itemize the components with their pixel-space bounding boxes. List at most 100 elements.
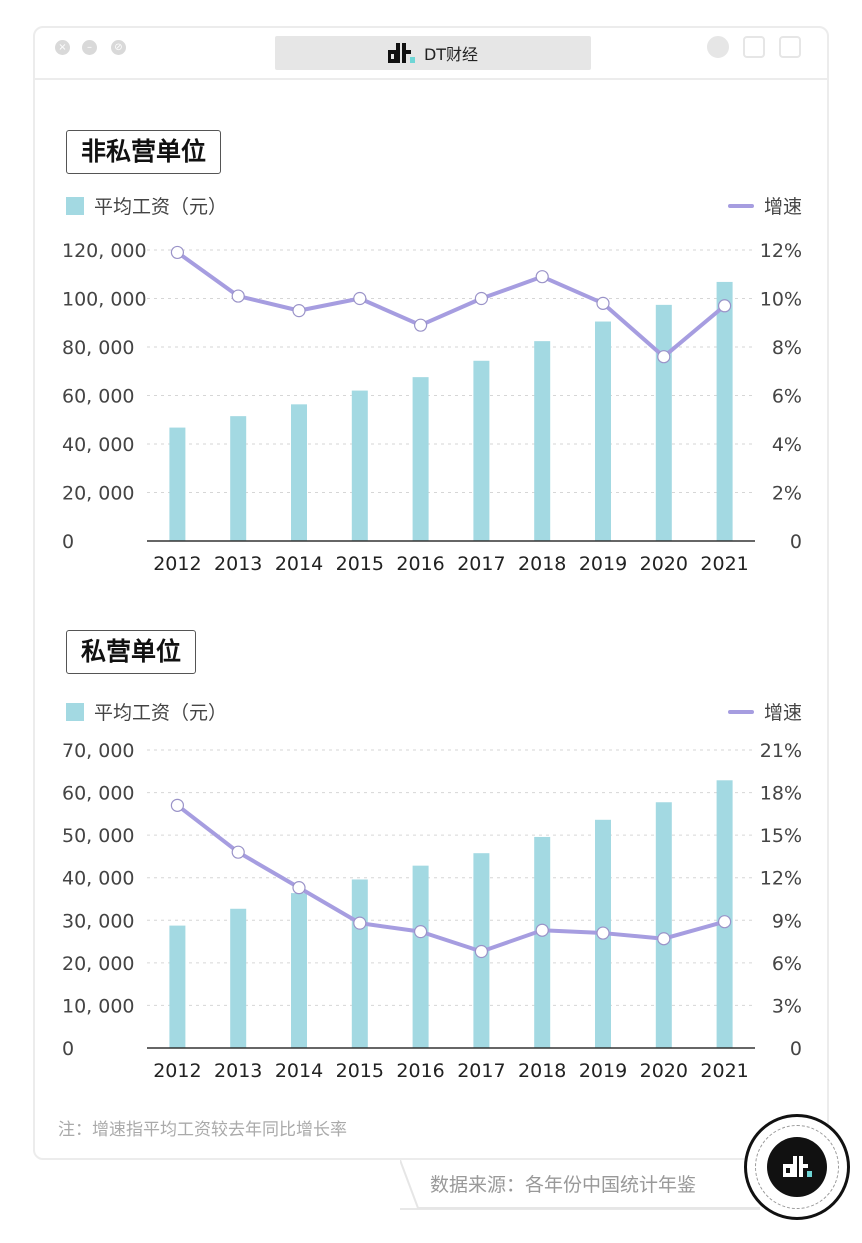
x-tick-label: 2015 — [336, 553, 384, 575]
bar — [230, 416, 247, 541]
title-pill: DT财经 — [275, 36, 591, 70]
legend-line-swatch — [727, 203, 754, 208]
growth-point — [657, 350, 671, 364]
bar — [716, 780, 733, 1048]
record-icon[interactable] — [707, 36, 729, 58]
growth-point — [535, 270, 549, 284]
y-right-tick-label: 10% — [760, 289, 802, 311]
growth-point — [414, 925, 428, 939]
copy-icon[interactable] — [779, 36, 801, 58]
y-right-tick-label: 6% — [772, 386, 802, 408]
y-left-tick-label: 60, 000 — [62, 386, 135, 408]
close-icon[interactable]: × — [55, 40, 70, 55]
title-bar: × – ⊘ DT财经 — [35, 28, 827, 80]
y-right-tick-label: 9% — [772, 910, 802, 932]
y-right-tick-label: 8% — [772, 337, 802, 359]
x-tick-label: 2020 — [640, 1060, 688, 1082]
x-tick-label: 2019 — [579, 1060, 627, 1082]
x-tick-label: 2021 — [700, 1060, 748, 1082]
x-tick-label: 2018 — [518, 553, 566, 575]
x-tick-label: 2012 — [153, 1060, 201, 1082]
share-icon[interactable] — [743, 36, 765, 58]
legend-bar-label: 平均工资（元） — [94, 702, 228, 724]
y-right-tick-label: 2% — [772, 483, 802, 505]
source-tab-shape — [400, 1160, 760, 1209]
growth-point — [170, 245, 184, 260]
chart1-legend-bar: 平均工资（元） — [66, 192, 227, 219]
bar — [534, 341, 551, 541]
y-left-tick-label: 0 — [62, 531, 74, 553]
seal-ring — [755, 1125, 839, 1209]
y-left-tick-label: 20, 000 — [62, 953, 135, 975]
x-tick-label: 2019 — [579, 553, 627, 575]
growth-point — [657, 932, 671, 946]
bar — [291, 893, 307, 1048]
x-tick-label: 2014 — [275, 553, 323, 575]
y-left-tick-label: 40, 000 — [62, 868, 135, 890]
growth-point — [535, 923, 549, 937]
x-tick-label: 2016 — [396, 553, 444, 575]
dt-logo-icon — [783, 1156, 812, 1177]
source-tab — [400, 1160, 760, 1210]
growth-point — [596, 296, 610, 310]
y-left-tick-label: 70, 000 — [62, 740, 135, 762]
browser-window: × – ⊘ DT财经 — [33, 26, 829, 1160]
y-left-tick-label: 100, 000 — [62, 289, 147, 311]
data-source: 数据来源：各年份中国统计年鉴 — [430, 1174, 697, 1196]
x-tick-label: 2015 — [336, 1060, 384, 1082]
y-left-tick-label: 50, 000 — [62, 825, 135, 847]
bar — [655, 802, 672, 1048]
chart-private: 0 0 10, 000 3% 20, 000 6% 30, 000 9% 40, 000 12% 5… — [62, 740, 802, 1082]
bar — [716, 281, 733, 541]
chart2-legend-bar: 平均工资（元） — [66, 698, 227, 725]
legend-line-label: 增速 — [763, 196, 802, 218]
y-right-tick-label: 4% — [772, 434, 802, 456]
growth-point — [717, 915, 732, 929]
y-left-tick-label: 20, 000 — [62, 483, 135, 505]
growth-line — [176, 803, 726, 954]
growth-point — [474, 291, 488, 306]
y-right-tick-label: 6% — [772, 953, 802, 975]
growth-point — [292, 881, 306, 895]
dt-seal-logo — [744, 1114, 850, 1220]
growth-point — [292, 304, 306, 318]
bar — [655, 304, 672, 541]
growth-point — [717, 299, 732, 313]
footnote: 注：增速指平均工资较去年同比增长率 — [58, 1120, 347, 1140]
chart-non-private: 0 0 20, 000 2% 40, 000 4% 60, 000 6% 80, 000 8% 10… — [62, 240, 802, 575]
chart1-title: 非私营单位 — [66, 130, 222, 174]
bar — [230, 908, 247, 1048]
x-tick-label: 2021 — [700, 553, 748, 575]
bar — [351, 390, 368, 541]
y-right-tick-label: 21% — [760, 740, 802, 762]
bar — [412, 377, 429, 541]
bar — [412, 865, 429, 1048]
legend-bar-swatch — [66, 196, 84, 215]
fullscreen-icon[interactable]: ⊘ — [111, 40, 126, 55]
growth-line — [176, 250, 726, 359]
chart2-legend-line: 增速 — [727, 698, 802, 725]
growth-point — [231, 845, 245, 859]
seal-core — [767, 1137, 827, 1197]
minimize-icon[interactable]: – — [82, 40, 97, 55]
chart1-legend-line: 增速 — [727, 192, 802, 219]
y-left-tick-label: 40, 000 — [62, 434, 135, 456]
growth-point — [231, 289, 245, 303]
bar — [595, 321, 611, 541]
legend-bar-label: 平均工资（元） — [94, 196, 228, 218]
growth-point — [353, 291, 367, 306]
x-tick-label: 2017 — [457, 1060, 505, 1082]
growth-point — [596, 926, 610, 940]
x-tick-label: 2016 — [396, 1060, 444, 1082]
y-left-tick-label: 80, 000 — [62, 337, 135, 359]
bar — [291, 404, 307, 541]
y-left-tick-label: 10, 000 — [62, 995, 135, 1017]
x-tick-label: 2012 — [153, 553, 201, 575]
growth-point — [414, 318, 428, 332]
y-right-tick-label: 15% — [760, 825, 802, 847]
y-left-tick-label: 30, 000 — [62, 910, 135, 932]
y-right-tick-label: 12% — [760, 868, 802, 890]
bar — [169, 427, 186, 541]
x-tick-label: 2018 — [518, 1060, 566, 1082]
chart2-title: 私营单位 — [66, 630, 197, 674]
